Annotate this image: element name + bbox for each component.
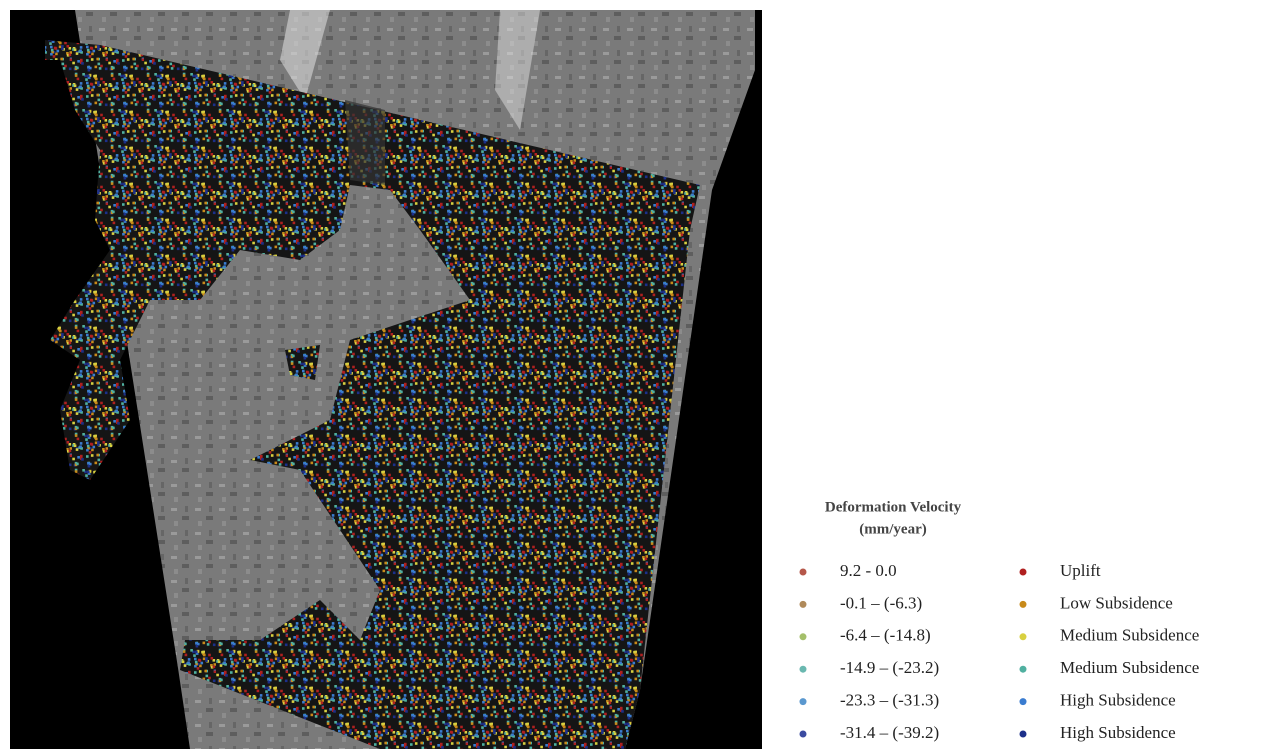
class-label: Medium Subsidence — [1060, 658, 1199, 677]
class-swatch — [1020, 698, 1027, 705]
legend-title: Deformation Velocity — [825, 499, 962, 515]
range-swatch — [800, 731, 807, 738]
range-swatch — [800, 601, 807, 608]
channel — [345, 100, 385, 185]
legend-unit: (mm/year) — [859, 521, 926, 537]
class-label: Low Subsidence — [1060, 593, 1173, 612]
class-label: High Subsidence — [1060, 723, 1176, 742]
class-label: High Subsidence — [1060, 691, 1176, 710]
range-label: 9.2 - 0.0 — [840, 561, 897, 580]
range-swatch — [800, 666, 807, 673]
range-label: -31.4 – (-39.2) — [840, 723, 939, 742]
range-label: -14.9 – (-23.2) — [840, 658, 939, 677]
page: Deformation Velocity (mm/year) 9.2 - 0.0… — [0, 0, 1261, 749]
class-swatch — [1020, 633, 1027, 640]
map — [10, 10, 762, 749]
class-label: Medium Subsidence — [1060, 626, 1199, 645]
class-swatch — [1020, 569, 1027, 576]
range-swatch — [800, 698, 807, 705]
island — [285, 345, 320, 380]
range-swatch — [800, 569, 807, 576]
class-swatch — [1020, 601, 1027, 608]
class-swatch — [1020, 731, 1027, 738]
range-swatch — [800, 633, 807, 640]
class-swatch — [1020, 666, 1027, 673]
legend: Deformation Velocity (mm/year) 9.2 - 0.0… — [800, 499, 1200, 741]
range-label: -0.1 – (-6.3) — [840, 593, 922, 612]
class-label: Uplift — [1060, 561, 1101, 580]
range-label: -6.4 – (-14.8) — [840, 626, 931, 645]
range-label: -23.3 – (-31.3) — [840, 691, 939, 710]
